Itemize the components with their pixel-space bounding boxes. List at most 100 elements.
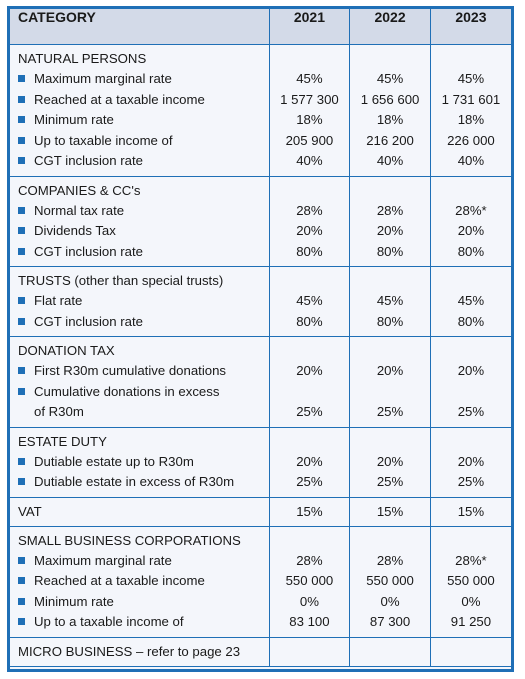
cell-value: 80% xyxy=(376,313,404,329)
cell-value: 0% xyxy=(380,593,400,609)
square-bullet-icon xyxy=(18,95,25,103)
spacer xyxy=(270,641,350,662)
cell-value: 20% xyxy=(376,453,404,469)
cell-value: 20% xyxy=(457,363,485,378)
spacer xyxy=(350,530,430,551)
square-bullet-icon xyxy=(18,247,25,255)
spacer xyxy=(431,641,511,662)
row-label-text: CGT inclusion rate xyxy=(34,313,143,329)
section-row: NATURAL PERSONS Maximum marginal rate Reac… xyxy=(10,44,511,177)
row-label-text: Maximum marginal rate xyxy=(34,71,172,86)
section-title: ESTATE DUTY xyxy=(18,433,107,449)
section-row: MICRO BUSINESS – refer to page 23 xyxy=(10,637,511,667)
row-label-text: Cumulative donations in excess xyxy=(34,383,220,399)
cell-value: 25% xyxy=(457,474,485,489)
section-6: SMALL BUSINESS CORPORATIONS Maximum margi… xyxy=(10,526,511,638)
row-label-text: First R30m cumulative donations xyxy=(34,363,227,378)
year-value-cell: 45% 80% xyxy=(429,266,511,337)
spacer xyxy=(350,431,430,452)
square-bullet-icon xyxy=(18,457,25,465)
row-label-text: Up to a taxable income of xyxy=(34,614,184,629)
cell-value: 20% xyxy=(296,453,323,469)
section-title: NATURAL PERSONS xyxy=(18,51,147,66)
row-label: Up to a taxable income of xyxy=(18,612,269,633)
year-value-cell: 15% xyxy=(429,497,511,527)
square-bullet-icon xyxy=(18,387,25,395)
year-value-cell: 15% xyxy=(268,497,350,527)
cell-value: 18% xyxy=(376,112,404,127)
cell-value: 216 200 xyxy=(366,132,414,148)
section-label-cell: SMALL BUSINESS CORPORATIONS Maximum margi… xyxy=(10,526,270,638)
row-label: CGT inclusion rate xyxy=(18,242,269,263)
spacer xyxy=(431,431,511,452)
year-value-cell: 20% 25% xyxy=(349,427,431,498)
year-value-cell: 20% 25% xyxy=(268,427,350,498)
spacer xyxy=(350,48,430,69)
year-value-cell: 15% xyxy=(349,497,431,527)
cell-value: 28%* xyxy=(455,552,487,568)
cell-value: 28% xyxy=(376,202,404,218)
cell-value: 80% xyxy=(376,243,404,259)
year-value-cell: 28% 20% 80% xyxy=(268,176,350,267)
spacer xyxy=(350,270,430,291)
row-label: CGT inclusion rate xyxy=(18,312,269,333)
square-bullet-icon xyxy=(18,116,25,123)
year-value-cell: 20% 25% xyxy=(429,336,511,428)
spacer xyxy=(431,270,511,291)
row-label: Dutiable estate in excess of R30m xyxy=(18,472,269,493)
cell-value: 80% xyxy=(457,313,485,329)
section-label-cell: COMPANIES & CC's Normal tax rate Dividends… xyxy=(10,176,270,267)
cell-value: 20% xyxy=(376,223,404,238)
tax-rates-table-frame: CATEGORY 2021 2022 2023 NATURAL PERSONS M… xyxy=(7,6,514,672)
square-bullet-icon xyxy=(18,206,25,214)
square-bullet-icon xyxy=(18,317,25,325)
square-bullet-icon xyxy=(18,367,25,374)
row-label: Cumulative donations in excess xyxy=(18,382,269,403)
spacer xyxy=(270,270,350,291)
cell-value: 550 000 xyxy=(366,573,414,588)
section-row: SMALL BUSINESS CORPORATIONS Maximum margi… xyxy=(10,526,511,638)
section-title: COMPANIES & CC's xyxy=(18,182,141,198)
section-label-cell: TRUSTS (other than special trusts) Flat r… xyxy=(10,266,270,337)
year-value-cell: 20% 25% xyxy=(429,427,511,498)
square-bullet-icon xyxy=(18,136,25,144)
square-bullet-icon xyxy=(18,157,25,164)
year-value-cell: 28%* 20% 80% xyxy=(429,176,511,267)
spacer xyxy=(431,180,511,201)
spacer xyxy=(431,530,511,551)
cell-value: 15% xyxy=(376,503,404,519)
row-label-text: Minimum rate xyxy=(34,112,114,127)
row-label-text: Flat rate xyxy=(34,293,83,308)
year-value-cell: 28% 550 000 0% 87 300 xyxy=(349,526,431,638)
cell-value: 87 300 xyxy=(369,614,411,629)
cell-value: 45% xyxy=(376,293,404,308)
section-label-cell: DONATION TAX First R30m cumulative donati… xyxy=(10,336,270,428)
spacer xyxy=(270,382,350,403)
row-label: Dutiable estate up to R30m xyxy=(18,452,269,473)
section-title: MICRO BUSINESS – refer to page 23 xyxy=(18,643,241,659)
square-bullet-icon xyxy=(18,297,25,304)
spacer xyxy=(350,340,430,361)
cell-value: 40% xyxy=(376,153,404,168)
section-row: COMPANIES & CC's Normal tax rate Dividends… xyxy=(10,176,511,267)
section-title: DONATION TAX xyxy=(18,343,115,358)
year-value-cell: 45% 80% xyxy=(268,266,350,337)
cell-value: 0% xyxy=(299,593,319,609)
year-value-cell: 28% 20% 80% xyxy=(349,176,431,267)
square-bullet-icon xyxy=(18,556,25,564)
row-label: Minimum rate xyxy=(18,110,269,131)
section-row: DONATION TAX First R30m cumulative donati… xyxy=(10,336,511,428)
row-label-text: Dividends Tax xyxy=(34,223,116,238)
square-bullet-icon xyxy=(18,478,25,485)
cell-value: 45% xyxy=(376,71,404,86)
spacer xyxy=(431,340,511,361)
row-label-text: Up to taxable income of xyxy=(34,132,173,148)
table-header-row: CATEGORY 2021 2022 2023 xyxy=(10,9,511,45)
square-bullet-icon xyxy=(18,75,25,82)
row-label: Maximum marginal rate xyxy=(18,551,269,572)
cell-value: 25% xyxy=(296,474,323,489)
spacer xyxy=(270,180,350,201)
cell-value: 20% xyxy=(457,223,485,238)
cell-value: 25% xyxy=(376,404,404,419)
square-bullet-icon xyxy=(18,577,25,584)
